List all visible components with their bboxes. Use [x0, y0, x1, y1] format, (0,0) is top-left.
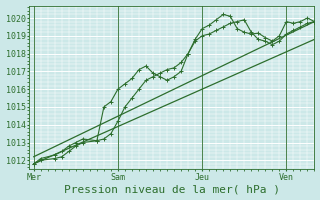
X-axis label: Pression niveau de la mer( hPa ): Pression niveau de la mer( hPa ) [64, 184, 280, 194]
